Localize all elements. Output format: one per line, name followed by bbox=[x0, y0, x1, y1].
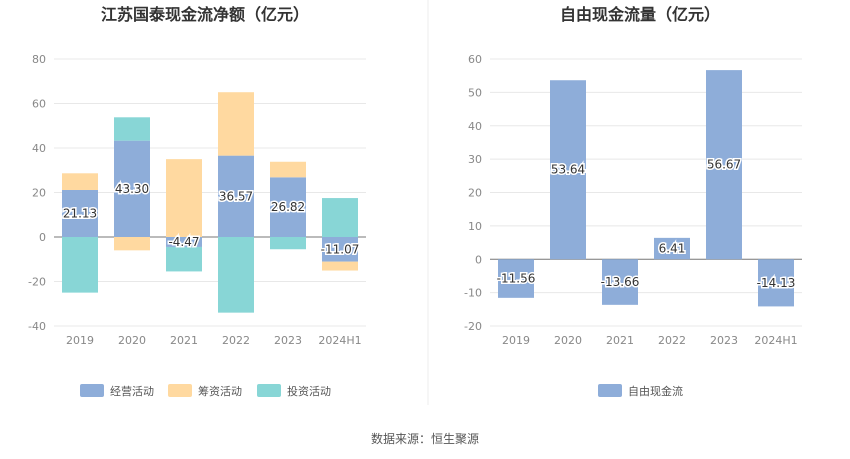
data-label: -4.47 bbox=[168, 235, 199, 249]
data-label: 43.30 bbox=[115, 182, 149, 196]
y-tick-label: -10 bbox=[464, 287, 482, 300]
y-tick-label: 50 bbox=[468, 86, 482, 99]
bar-2022-2 bbox=[218, 237, 254, 313]
bar-2019-0 bbox=[62, 189, 98, 237]
x-tick-label: 2020 bbox=[554, 334, 582, 347]
bar-2023-1 bbox=[270, 161, 306, 178]
legend-swatch bbox=[598, 384, 622, 397]
bar-2020-0 bbox=[114, 140, 150, 237]
data-label: 36.57 bbox=[219, 189, 253, 203]
data-label: -13.66 bbox=[601, 275, 640, 289]
bar-2023-0 bbox=[270, 177, 306, 237]
data-label: 26.82 bbox=[271, 200, 305, 214]
legend-label: 筹资活动 bbox=[198, 384, 242, 398]
y-tick-label: -20 bbox=[464, 320, 482, 333]
bar-2022-0 bbox=[654, 237, 690, 260]
bar-2019-0 bbox=[498, 259, 534, 298]
bar-2021-2 bbox=[166, 246, 202, 272]
y-tick-label: 20 bbox=[32, 187, 46, 200]
y-tick-label: 10 bbox=[468, 220, 482, 233]
bar-2021-0 bbox=[602, 259, 638, 305]
source-note: 数据来源：恒生聚源 bbox=[371, 431, 479, 446]
data-label: -14.13 bbox=[757, 276, 796, 290]
bar-2022-0 bbox=[218, 155, 254, 237]
bar-2021-1 bbox=[166, 159, 202, 237]
x-tick-label: 2019 bbox=[66, 334, 94, 347]
bar-2022-1 bbox=[218, 92, 254, 156]
bar-2019-1 bbox=[62, 173, 98, 190]
x-tick-label: 2021 bbox=[606, 334, 634, 347]
bar-2020-2 bbox=[114, 117, 150, 141]
legend-label: 经营活动 bbox=[110, 384, 154, 398]
chart-title: 自由现金流量（亿元） bbox=[560, 5, 720, 24]
y-tick-label: -40 bbox=[28, 320, 46, 333]
y-tick-label: -20 bbox=[28, 276, 46, 289]
legend-swatch bbox=[257, 384, 281, 397]
y-tick-label: 80 bbox=[32, 53, 46, 66]
data-label: -11.07 bbox=[321, 242, 360, 256]
bar-2024h1-2 bbox=[322, 198, 358, 237]
x-tick-label: 2023 bbox=[710, 334, 738, 347]
x-tick-label: 2024H1 bbox=[754, 334, 797, 347]
bar-2019-2 bbox=[62, 237, 98, 293]
bar-2021-0 bbox=[166, 237, 202, 247]
x-tick-label: 2023 bbox=[274, 334, 302, 347]
chart-title: 江苏国泰现金流净额（亿元） bbox=[101, 5, 309, 24]
bar-2024h1-1 bbox=[322, 261, 358, 271]
data-label: 56.67 bbox=[707, 158, 741, 172]
legend-swatch bbox=[168, 384, 192, 397]
bar-2020-1 bbox=[114, 237, 150, 251]
x-tick-label: 2020 bbox=[118, 334, 146, 347]
x-tick-label: 2019 bbox=[502, 334, 530, 347]
x-tick-label: 2022 bbox=[658, 334, 686, 347]
x-tick-label: 2021 bbox=[170, 334, 198, 347]
bar-2024h1-0 bbox=[758, 259, 794, 307]
y-tick-label: 60 bbox=[32, 98, 46, 111]
legend-label: 自由现金流 bbox=[628, 384, 683, 398]
legend-swatch bbox=[80, 384, 104, 397]
legend-label: 投资活动 bbox=[287, 384, 331, 398]
y-tick-label: 60 bbox=[468, 53, 482, 66]
x-tick-label: 2022 bbox=[222, 334, 250, 347]
bar-2023-2 bbox=[270, 237, 306, 250]
bar-2024h1-0 bbox=[322, 237, 358, 262]
x-tick-label: 2024H1 bbox=[318, 334, 361, 347]
y-tick-label: 0 bbox=[39, 231, 46, 244]
bar-2023-0 bbox=[706, 70, 742, 260]
y-tick-label: 30 bbox=[468, 153, 482, 166]
y-tick-label: 40 bbox=[32, 142, 46, 155]
data-label: 6.41 bbox=[659, 242, 686, 256]
data-label: 53.64 bbox=[551, 163, 585, 177]
y-tick-label: 0 bbox=[475, 253, 482, 266]
y-tick-label: 20 bbox=[468, 187, 482, 200]
data-label: -11.56 bbox=[497, 272, 536, 286]
data-label: 21.13 bbox=[63, 206, 97, 220]
y-tick-label: 40 bbox=[468, 120, 482, 133]
bar-2020-0 bbox=[550, 80, 586, 260]
